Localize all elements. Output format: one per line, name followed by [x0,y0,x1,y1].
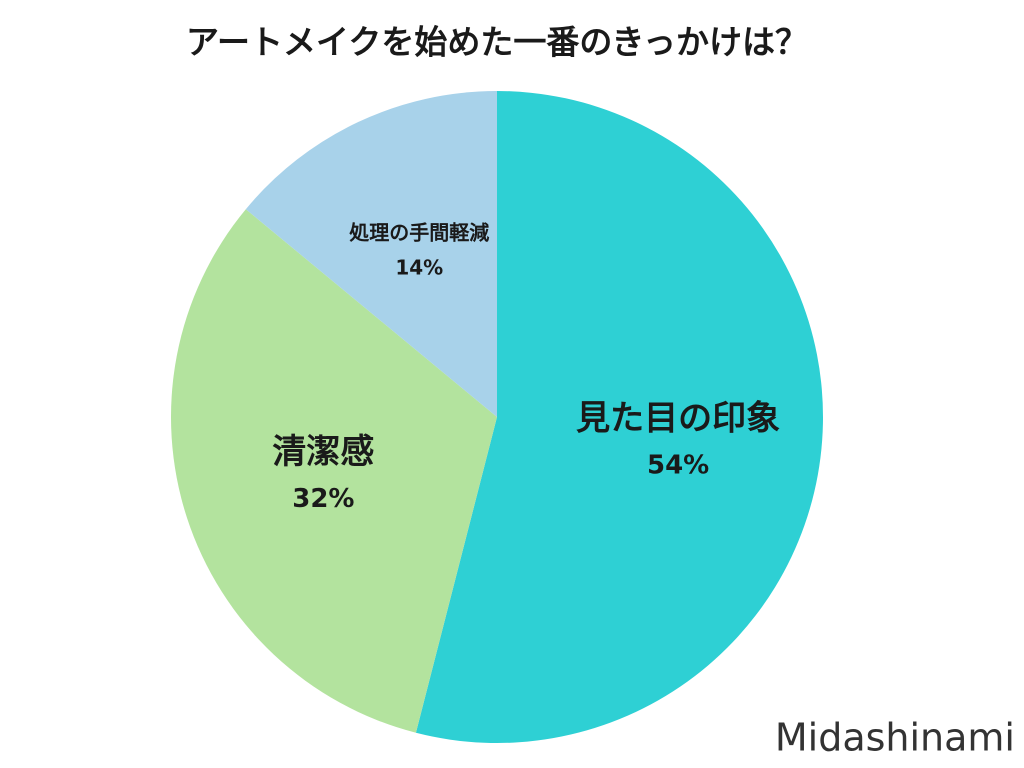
slice-label: 見た目の印象 [576,398,780,438]
pie-slice [415,91,823,743]
watermark: Midashinami [775,716,1015,760]
value-label: 32% [292,484,354,514]
pie-slice [170,209,497,733]
chart-title: アートメイクを始めた一番のきっかけは？ [186,23,808,62]
pie-slice [245,91,497,417]
value-label: 14% [395,255,443,279]
value-label: 54% [647,450,709,480]
slice-label: 処理の手間軽減 [349,220,489,244]
slice-label: 清潔感 [272,432,374,472]
